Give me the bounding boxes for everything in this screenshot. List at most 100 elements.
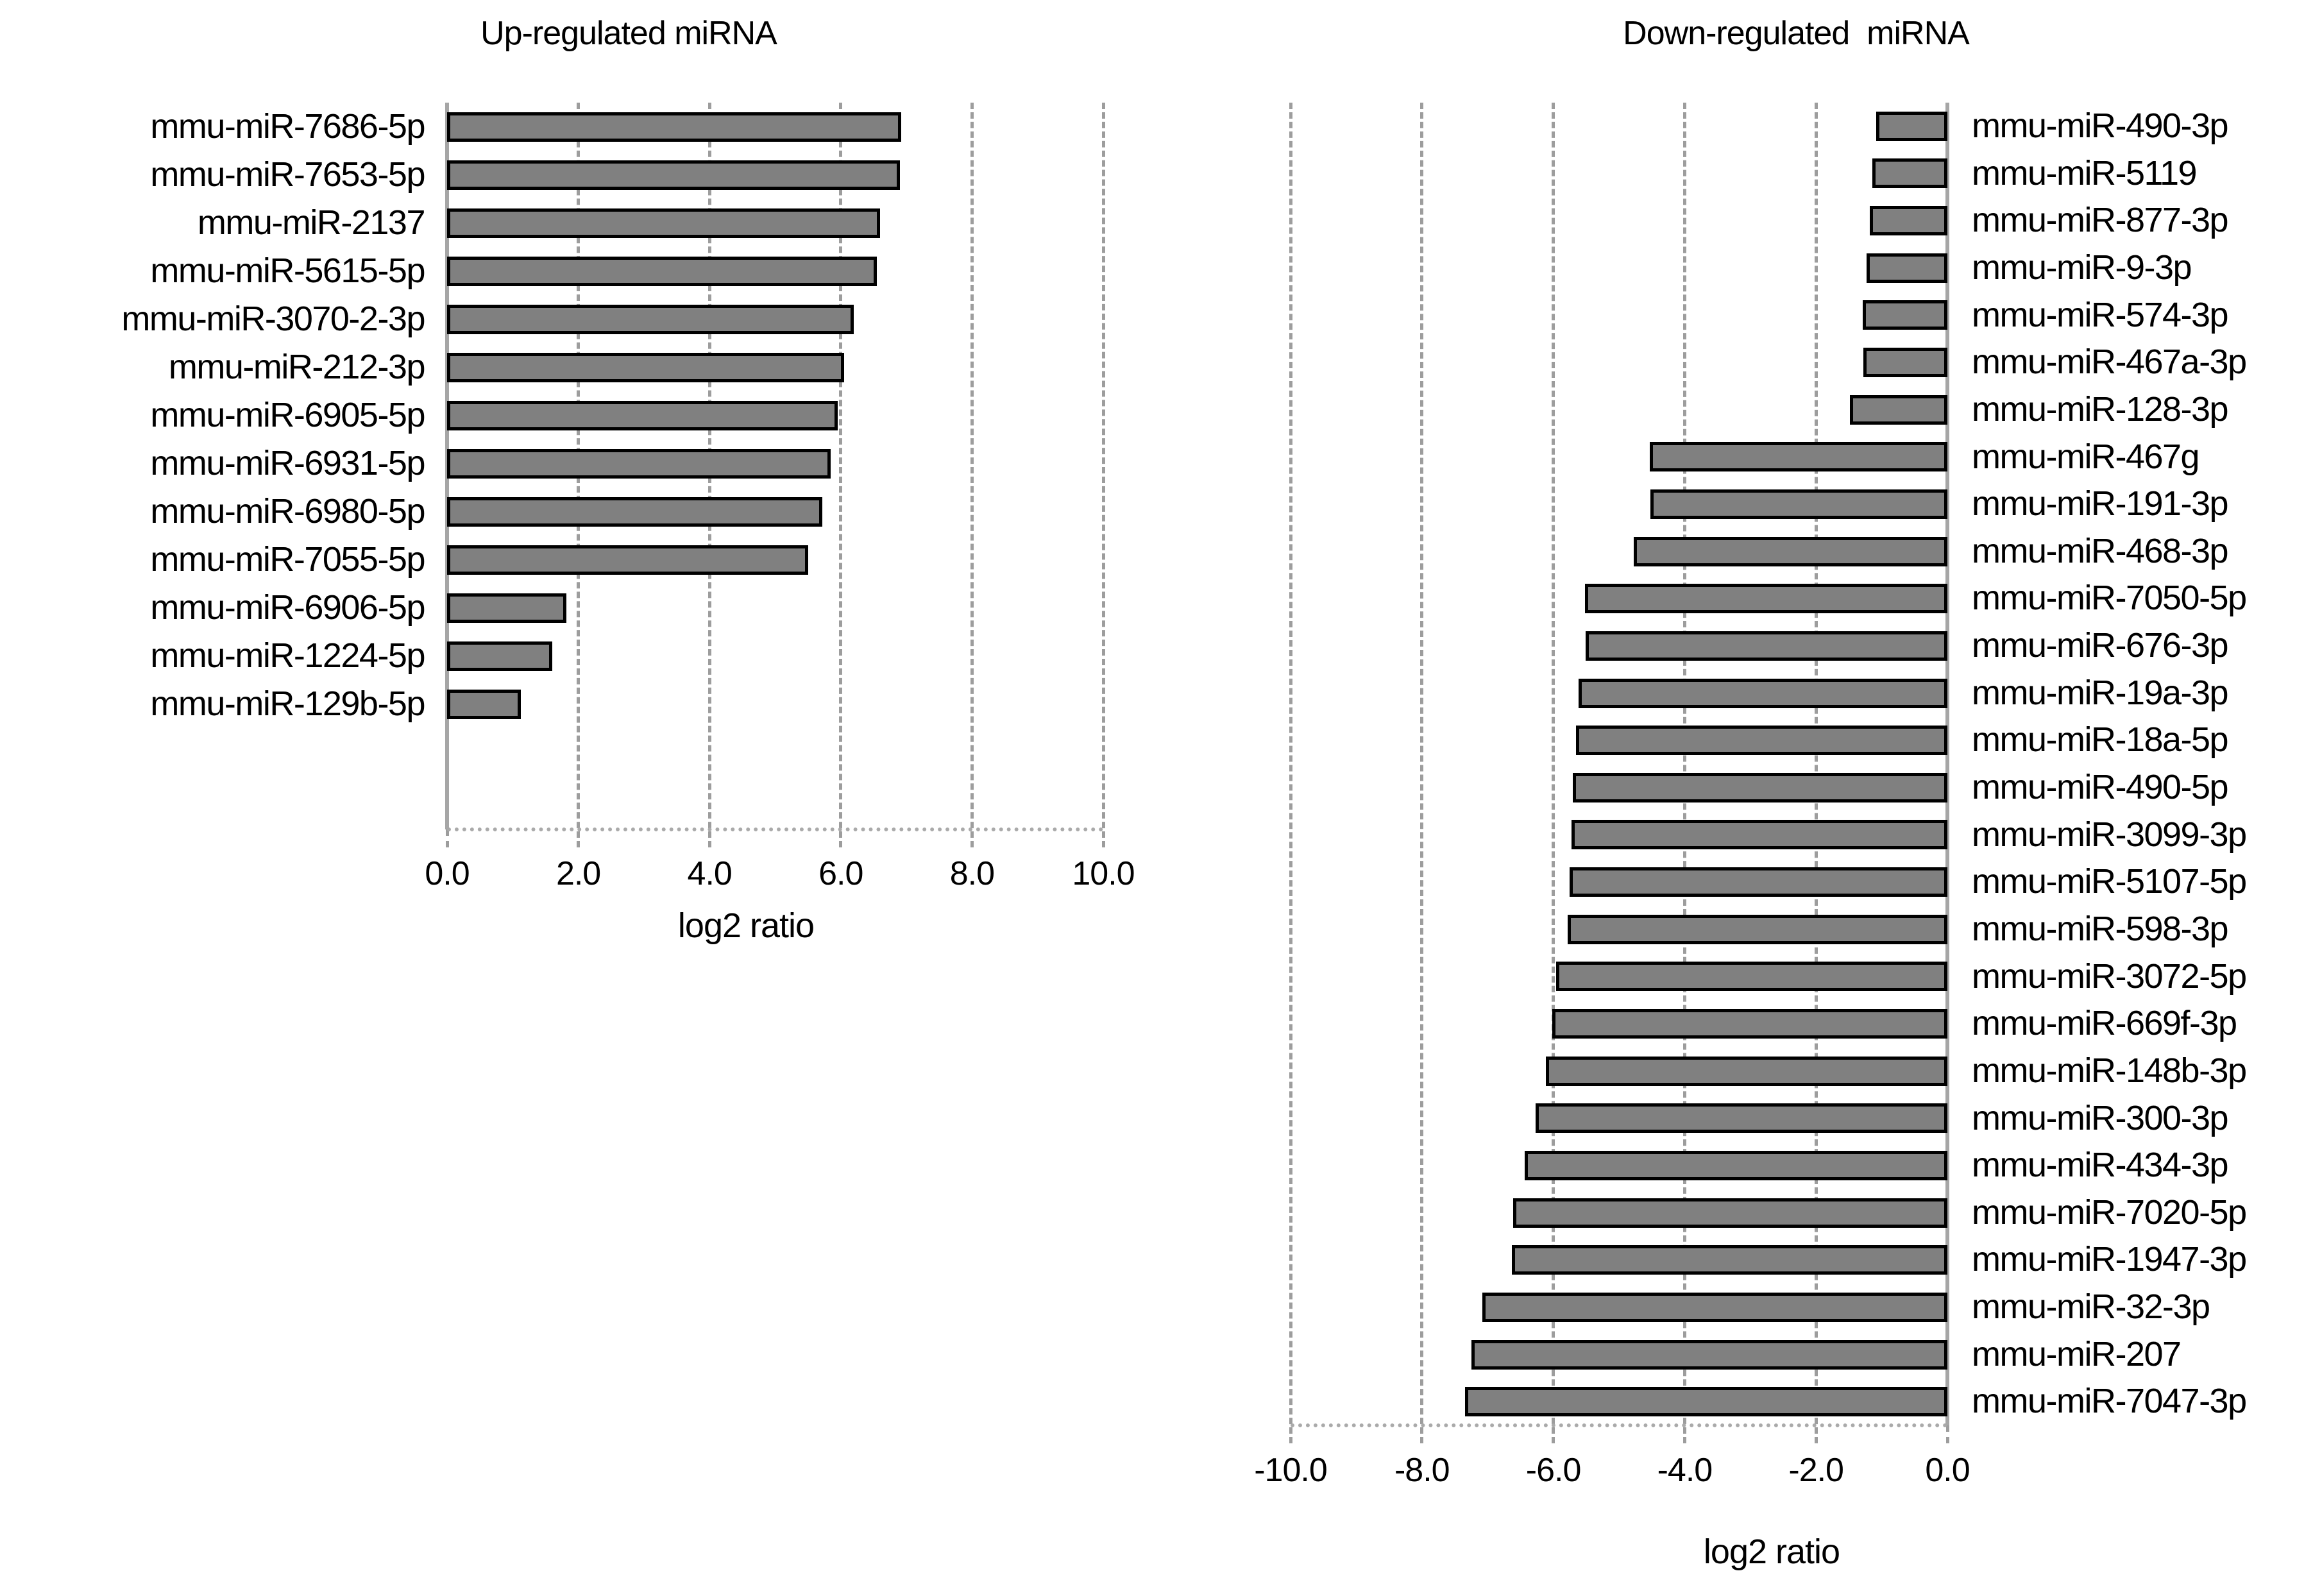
- x-tick-label: 2.0: [555, 855, 601, 892]
- category-label: mmu-miR-1224-5p: [150, 636, 425, 675]
- category-label: mmu-miR-128-3p: [1972, 389, 2229, 429]
- bar-row: [1291, 670, 1947, 717]
- category-label: mmu-miR-490-3p: [1972, 106, 2229, 145]
- category-label: mmu-miR-3070-2-3p: [121, 300, 425, 338]
- bar-mmu-miR-7047-3p: [1465, 1387, 1947, 1417]
- category-label: mmu-miR-490-5p: [1972, 768, 2229, 806]
- bar-row: [447, 343, 1103, 391]
- bar-row: [1291, 150, 1947, 198]
- gridline: [1552, 103, 1555, 1443]
- bar-mmu-miR-5107-5p: [1570, 867, 1947, 897]
- bar-row: [1291, 103, 1947, 150]
- x-tick-label: 10.0: [1072, 855, 1135, 892]
- bar-row: [447, 680, 1103, 728]
- bar-row: [1291, 1000, 1947, 1048]
- category-label: mmu-miR-129b-5p: [150, 684, 425, 723]
- bar-row: [447, 247, 1103, 295]
- category-label: mmu-miR-3099-3p: [1972, 815, 2247, 854]
- bar-row: [1291, 386, 1947, 434]
- bar-mmu-miR-6980-5p: [447, 497, 823, 527]
- x-axis-baseline: [447, 828, 1103, 831]
- category-label: mmu-miR-7686-5p: [150, 107, 425, 146]
- x-tick-label: -8.0: [1394, 1452, 1450, 1489]
- bar-row: [1291, 480, 1947, 528]
- bar-row: [1291, 764, 1947, 811]
- bar-mmu-miR-490-5p: [1573, 772, 1947, 802]
- bar-row: [447, 199, 1103, 247]
- category-label: mmu-miR-5615-5p: [150, 251, 425, 290]
- bar-mmu-miR-128-3p: [1850, 395, 1947, 425]
- bar-mmu-miR-3099-3p: [1572, 820, 1947, 850]
- category-label: mmu-miR-669f-3p: [1972, 1004, 2237, 1043]
- down-regulated-x-axis-label: log2 ratio: [1703, 1532, 1840, 1571]
- category-label: mmu-miR-207: [1972, 1334, 2182, 1373]
- bar-mmu-miR-3070-2-3p: [447, 304, 854, 334]
- category-label: mmu-miR-5119: [1972, 153, 2198, 192]
- bar-mmu-miR-300-3p: [1535, 1103, 1947, 1133]
- x-tick-label: 0.0: [425, 855, 470, 892]
- bar-row: [1291, 1095, 1947, 1142]
- bar-mmu-miR-207: [1471, 1339, 1947, 1370]
- category-label: mmu-miR-32-3p: [1972, 1287, 2210, 1327]
- gridline: [1101, 103, 1105, 847]
- bar-row: [1291, 528, 1947, 575]
- bar-row: [1291, 953, 1947, 1001]
- x-tick-label: 0.0: [1925, 1452, 1970, 1489]
- bar-row: [447, 103, 1103, 151]
- bar-row: [1291, 434, 1947, 481]
- x-axis-baseline: [1291, 1423, 1947, 1427]
- bar-row: [447, 391, 1103, 439]
- category-label: mmu-miR-2137: [197, 203, 426, 242]
- bar-mmu-miR-18a-5p: [1576, 726, 1947, 756]
- bar-mmu-miR-468-3p: [1633, 536, 1947, 566]
- category-label: mmu-miR-18a-5p: [1972, 720, 2229, 760]
- bar-mmu-miR-877-3p: [1870, 206, 1947, 236]
- bar-mmu-miR-7050-5p: [1584, 584, 1947, 614]
- bar-row: [1291, 1142, 1947, 1189]
- bar-mmu-miR-7020-5p: [1513, 1198, 1947, 1228]
- category-label: mmu-miR-7050-5p: [1972, 579, 2247, 618]
- category-label: mmu-miR-6980-5p: [150, 492, 425, 531]
- bar-row: [1291, 244, 1947, 292]
- bar-mmu-miR-32-3p: [1482, 1292, 1947, 1322]
- category-label: mmu-miR-300-3p: [1972, 1098, 2229, 1137]
- bar-mmu-miR-6906-5p: [447, 593, 567, 623]
- category-label: mmu-miR-7020-5p: [1972, 1193, 2247, 1232]
- category-label: mmu-miR-6905-5p: [150, 396, 425, 434]
- bar-row: [1291, 1284, 1947, 1331]
- category-label: mmu-miR-598-3p: [1972, 909, 2229, 948]
- bar-row: [447, 536, 1103, 584]
- up-regulated-x-axis-label: log2 ratio: [677, 906, 815, 945]
- bar-mmu-miR-467g: [1650, 442, 1947, 472]
- tick-stub: [445, 829, 449, 847]
- bar-row: [447, 295, 1103, 343]
- bar-row: [1291, 1236, 1947, 1284]
- bar-mmu-miR-7653-5p: [447, 160, 900, 190]
- bar-row: [447, 632, 1103, 680]
- bar-mmu-miR-598-3p: [1568, 914, 1947, 944]
- bar-mmu-miR-191-3p: [1650, 489, 1947, 519]
- gridline: [1420, 103, 1424, 1443]
- bar-row: [1291, 811, 1947, 859]
- bar-row: [1291, 717, 1947, 764]
- bar-mmu-miR-676-3p: [1585, 631, 1947, 661]
- category-label: mmu-miR-3072-5p: [1972, 956, 2247, 996]
- category-label: mmu-miR-7653-5p: [150, 155, 425, 194]
- bar-mmu-miR-1224-5p: [447, 641, 552, 671]
- category-label: mmu-miR-212-3p: [168, 348, 426, 386]
- zero-axis-line: [1945, 103, 1949, 1425]
- bar-mmu-miR-7686-5p: [447, 112, 901, 142]
- bar-mmu-miR-19a-3p: [1578, 678, 1947, 708]
- bar-row: [447, 439, 1103, 488]
- category-label: mmu-miR-877-3p: [1972, 201, 2229, 240]
- category-label: mmu-miR-6906-5p: [150, 588, 425, 627]
- gridline: [1289, 103, 1292, 1443]
- category-label: mmu-miR-676-3p: [1972, 626, 2229, 665]
- bar-row: [1291, 1378, 1947, 1425]
- up-regulated-plot-area: [445, 103, 1105, 847]
- bar-mmu-miR-5119: [1872, 158, 1947, 189]
- x-tick-label: 8.0: [949, 855, 995, 892]
- bar-row: [1291, 906, 1947, 953]
- bar-mmu-miR-467a-3p: [1863, 348, 1947, 378]
